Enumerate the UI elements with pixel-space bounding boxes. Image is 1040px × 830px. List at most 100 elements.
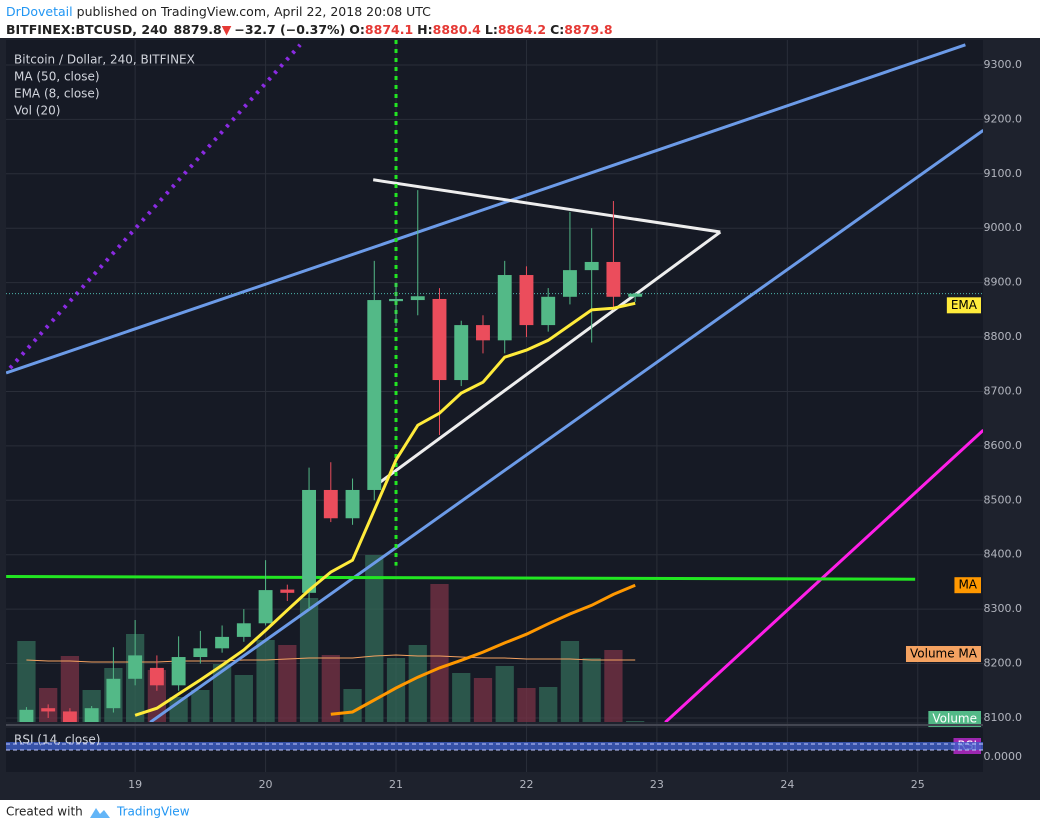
volume-layer <box>17 555 645 722</box>
candle-body <box>497 275 512 341</box>
y-tick-label: 9100.0 <box>984 167 1023 180</box>
volume-bar <box>560 641 580 722</box>
volume-bar <box>408 645 427 722</box>
grid <box>6 40 983 772</box>
x-tick-label: 23 <box>650 778 664 791</box>
y-tick-label: 9300.0 <box>984 58 1023 71</box>
price-tag-label: MA <box>958 578 977 592</box>
footer-created: Created with <box>6 805 83 819</box>
volume-bar <box>278 645 297 722</box>
volume-bar <box>430 584 449 722</box>
volume-bar <box>212 664 232 722</box>
candle-body <box>410 296 425 301</box>
y-tick-label: 9000.0 <box>984 221 1023 234</box>
volume-bar <box>517 688 536 722</box>
volume-bar <box>365 555 384 722</box>
candle-body <box>345 489 360 519</box>
x-tick-label: 19 <box>128 778 142 791</box>
candle-body <box>62 711 77 722</box>
candle-body <box>519 275 534 326</box>
price-tag <box>928 711 981 727</box>
main-pane <box>6 40 983 722</box>
volume-bar <box>473 678 493 722</box>
symbol: BITFINEX:BTCUSD, 240 <box>6 22 168 37</box>
legend-entry: Vol (20) <box>14 104 60 118</box>
trend-line <box>372 178 721 234</box>
volume-bar <box>321 655 340 722</box>
candle-body <box>562 270 577 297</box>
footer-brand: TradingView <box>116 805 190 819</box>
candle-body <box>302 489 317 593</box>
volume-bar <box>60 656 80 722</box>
close: 8879.8 <box>564 22 612 37</box>
legend-entry: MA (50, close) <box>14 70 100 84</box>
candle-body <box>584 261 599 271</box>
candle-body <box>323 489 338 519</box>
x-tick-label: 24 <box>780 778 794 791</box>
volume-bar <box>191 690 210 722</box>
candle-body <box>454 325 469 381</box>
last: 8879.8 <box>173 22 221 37</box>
low: 8864.2 <box>498 22 546 37</box>
candle-body <box>128 655 143 679</box>
volume-bar <box>256 640 275 722</box>
volume-bar <box>626 721 645 722</box>
x-tick-label: 22 <box>519 778 533 791</box>
price-tag <box>946 297 981 314</box>
published: published on TradingView.com, April 22, … <box>77 4 432 19</box>
low-label: L: <box>485 22 498 37</box>
candle-body <box>149 667 164 686</box>
volume-ma-line <box>26 654 636 663</box>
y-tick-label: 8500.0 <box>984 493 1023 506</box>
trend-line <box>149 129 983 722</box>
y-tick-label: 8900.0 <box>984 276 1023 289</box>
legend-entry: EMA (8, close) <box>14 87 100 101</box>
open-label: O: <box>349 22 365 37</box>
y-tick-label: 8700.0 <box>984 384 1023 397</box>
price-tag <box>905 646 981 662</box>
candle-body <box>193 648 208 658</box>
high: 8880.4 <box>433 22 482 37</box>
indicator-line <box>330 583 636 716</box>
candle-body <box>367 300 382 490</box>
trend-line <box>8 43 302 370</box>
high-label: H: <box>417 22 432 37</box>
price-tag-label: EMA <box>951 298 978 312</box>
candle-body <box>628 293 643 297</box>
candle-body <box>19 709 34 722</box>
indicator-line <box>134 301 636 717</box>
arrow: ▼ <box>222 22 232 37</box>
x-tick-label: 20 <box>259 778 273 791</box>
trend-line <box>664 429 983 722</box>
candle-body <box>258 590 273 624</box>
header-line: DrDovetail published on TradingView.com, … <box>6 4 431 19</box>
candle-body <box>541 296 556 326</box>
brand-logo <box>90 808 110 818</box>
rsi-band <box>6 742 983 750</box>
rsi-tick-label: 0.0000 <box>984 750 1023 763</box>
volume-bar <box>495 666 514 722</box>
candle-body <box>389 298 403 302</box>
trend-line <box>6 574 916 581</box>
candle-body <box>280 589 295 593</box>
volume-bar <box>343 689 362 722</box>
volume-bar <box>604 650 623 722</box>
trend-line <box>6 43 966 375</box>
candle-body <box>41 708 56 712</box>
volume-bar <box>234 675 253 722</box>
price-tag-label: Volume <box>932 712 977 726</box>
trend-line <box>372 230 722 489</box>
volume-bar <box>539 687 558 722</box>
y-tick-label: 8400.0 <box>984 548 1023 561</box>
volume-bar <box>386 658 406 722</box>
candle-body <box>215 636 230 649</box>
change: −32.7 (−0.37%) <box>234 22 345 37</box>
candle-body <box>476 325 490 341</box>
open: 8874.1 <box>365 22 413 37</box>
author: DrDovetail <box>6 4 73 19</box>
volume-bar <box>299 598 319 722</box>
y-tick-label: 8200.0 <box>984 657 1023 670</box>
candle-body <box>606 261 621 297</box>
y-tick-label: 9200.0 <box>984 112 1023 125</box>
